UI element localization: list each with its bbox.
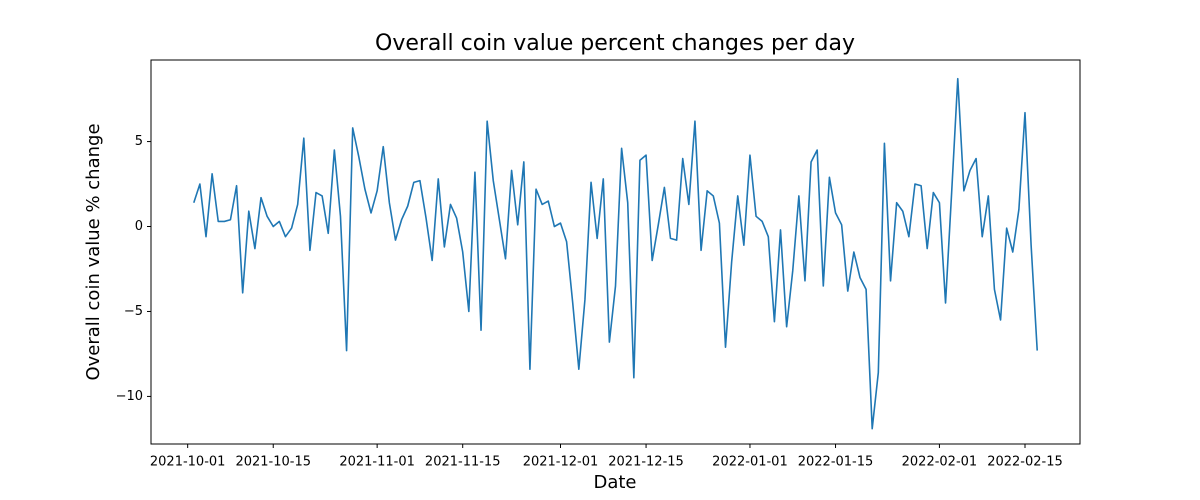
y-tick-label: 5 xyxy=(135,134,143,149)
x-tick-label: 2022-01-01 xyxy=(712,455,788,470)
x-tick-label: 2021-12-01 xyxy=(523,455,599,470)
x-tick-label: 2021-10-15 xyxy=(235,455,311,470)
x-tick-label: 2022-02-15 xyxy=(987,455,1063,470)
x-tick-label: 2022-01-15 xyxy=(798,455,874,470)
y-tick-label: −10 xyxy=(116,389,143,404)
x-tick-label: 2021-11-01 xyxy=(339,455,415,470)
x-tick-label: 2021-11-15 xyxy=(425,455,501,470)
x-tick-label: 2021-12-15 xyxy=(608,455,684,470)
x-tick-label: 2022-02-01 xyxy=(902,455,978,470)
plot-frame xyxy=(150,59,1081,445)
y-tick-label: −5 xyxy=(124,304,143,319)
x-tick-label: 2021-10-01 xyxy=(150,455,226,470)
y-axis-label: Overall coin value % change xyxy=(83,123,104,380)
chart-title: Overall coin value percent changes per d… xyxy=(375,31,855,56)
x-axis-label: Date xyxy=(593,472,636,493)
data-line xyxy=(193,77,1039,430)
y-tick-label: 0 xyxy=(135,219,143,234)
